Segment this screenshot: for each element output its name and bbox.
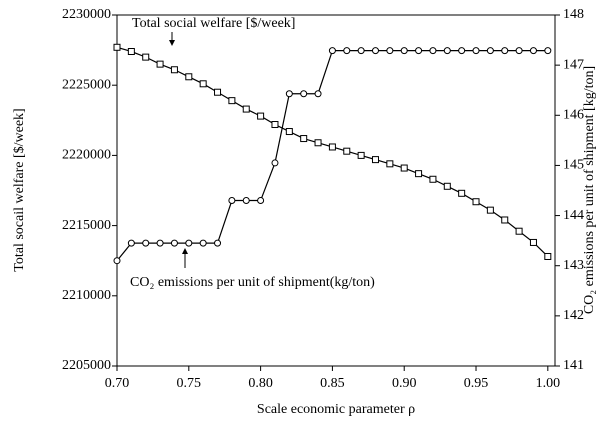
marker — [257, 112, 265, 120]
marker — [371, 156, 379, 164]
marker — [314, 90, 322, 98]
y2-tick-label: 144 — [563, 208, 584, 223]
marker — [242, 197, 250, 205]
marker — [386, 47, 394, 55]
marker — [515, 227, 523, 235]
y2-tick-label: 145 — [563, 158, 584, 173]
marker — [529, 47, 537, 55]
y2-tick-label: 148 — [563, 7, 584, 22]
x-tick-label: 0.90 — [392, 376, 417, 391]
marker — [170, 239, 178, 247]
x-tick-label: 0.80 — [248, 376, 273, 391]
marker — [501, 47, 509, 55]
marker — [271, 121, 279, 129]
x-tick-label: 0.75 — [177, 376, 202, 391]
marker — [486, 47, 494, 55]
marker — [515, 47, 523, 55]
marker — [529, 238, 537, 246]
plot-frame — [116, 14, 556, 367]
y-tick-label: 2210000 — [62, 288, 111, 303]
marker — [544, 47, 552, 55]
annotation: Total social welfare [$/week] — [132, 16, 295, 31]
y2-axis-label: CO₂ emissions per unit of shipment [kg/t… — [582, 66, 597, 314]
marker — [127, 239, 135, 247]
marker — [300, 90, 308, 98]
marker — [156, 60, 164, 68]
marker — [458, 189, 466, 197]
marker — [400, 164, 408, 172]
y-tick-label: 2215000 — [62, 218, 111, 233]
marker — [328, 47, 336, 55]
marker — [300, 135, 308, 143]
marker — [185, 239, 193, 247]
y2-tick-label: 146 — [563, 108, 584, 123]
marker — [328, 143, 336, 151]
y-tick-label: 2225000 — [62, 77, 111, 92]
marker — [415, 47, 423, 55]
marker — [285, 90, 293, 98]
y-axis-label: Total socail welfare [$/week] — [12, 108, 27, 271]
marker — [343, 147, 351, 155]
marker — [501, 216, 509, 224]
marker — [486, 206, 494, 214]
marker — [228, 97, 236, 105]
y-tick-label: 2205000 — [62, 358, 111, 373]
marker — [257, 197, 265, 205]
marker — [185, 73, 193, 81]
marker — [156, 239, 164, 247]
x-tick-label: 0.85 — [320, 376, 345, 391]
marker — [285, 128, 293, 136]
marker — [242, 105, 250, 113]
y2-tick-label: 147 — [563, 57, 584, 72]
y-tick-label: 2220000 — [62, 148, 111, 163]
marker — [199, 80, 207, 88]
x-tick-label: 0.95 — [464, 376, 489, 391]
marker — [343, 47, 351, 55]
marker — [127, 48, 135, 56]
marker — [214, 88, 222, 96]
marker — [113, 257, 121, 265]
series-line — [116, 46, 549, 257]
annotation: CO₂ emissions per unit of shipment(kg/to… — [130, 275, 375, 290]
marker — [458, 47, 466, 55]
marker — [142, 53, 150, 61]
marker — [357, 151, 365, 159]
marker — [386, 160, 394, 168]
marker — [271, 159, 279, 167]
marker — [415, 170, 423, 178]
marker — [443, 47, 451, 55]
marker — [142, 239, 150, 247]
marker — [314, 139, 322, 147]
y2-tick-label: 143 — [563, 258, 584, 273]
marker — [371, 47, 379, 55]
x-tick-label: 1.00 — [536, 376, 561, 391]
marker — [400, 47, 408, 55]
marker — [170, 66, 178, 74]
marker — [472, 198, 480, 206]
y2-tick-label: 141 — [563, 358, 584, 373]
y-tick-label: 2230000 — [62, 7, 111, 22]
x-tick-label: 0.70 — [105, 376, 130, 391]
marker — [429, 175, 437, 183]
marker — [443, 182, 451, 190]
marker — [113, 43, 121, 51]
annotation-arrowhead — [182, 248, 188, 254]
annotation-arrowhead — [169, 40, 175, 46]
marker — [544, 252, 552, 260]
marker — [357, 47, 365, 55]
marker — [472, 47, 480, 55]
x-axis-label: Scale economic parameter ρ — [257, 402, 415, 417]
marker — [228, 197, 236, 205]
marker — [429, 47, 437, 55]
marker — [199, 239, 207, 247]
series-line — [116, 50, 548, 262]
y2-tick-label: 142 — [563, 308, 584, 323]
marker — [214, 239, 222, 247]
